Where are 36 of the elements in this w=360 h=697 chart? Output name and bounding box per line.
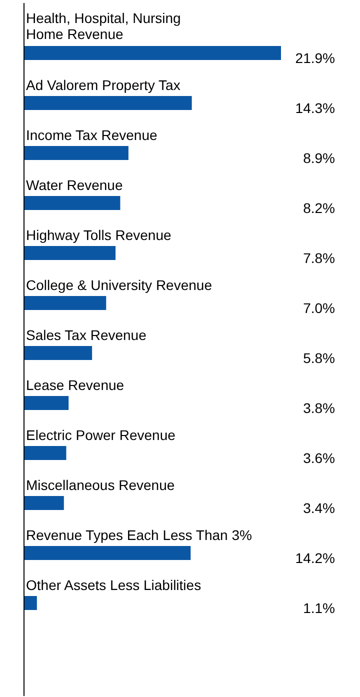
y-tick-label: Water Revenue <box>26 177 123 193</box>
y-tick-label: Highway Tolls Revenue <box>26 227 172 243</box>
y-tick-label: Electric Power Revenue <box>26 427 176 443</box>
y-tick-label: Income Tax Revenue <box>26 127 158 143</box>
y-tick-label: Ad Valorem Property Tax <box>26 77 180 93</box>
bar <box>24 46 281 60</box>
bar <box>24 296 106 310</box>
y-tick-label: Health, Hospital, Nursing Home Revenue <box>26 10 181 42</box>
y-tick-label: Lease Revenue <box>26 377 124 393</box>
data-label: 5.8% <box>303 350 335 366</box>
y-tick-label: Revenue Types Each Less Than 3% <box>26 527 252 543</box>
data-label: 21.9% <box>295 50 335 66</box>
data-label: 8.9% <box>303 150 335 166</box>
bar <box>24 396 69 410</box>
y-tick-label: College & University Revenue <box>26 277 212 293</box>
data-label: 3.4% <box>303 500 335 516</box>
bar <box>24 346 92 360</box>
data-label: 8.2% <box>303 200 335 216</box>
y-tick-label: Other Assets Less Liabilities <box>26 577 202 593</box>
bar <box>24 546 191 560</box>
bar <box>24 96 192 110</box>
data-label: 7.8% <box>303 250 335 266</box>
data-label: 1.1% <box>303 600 335 616</box>
bar <box>24 446 66 460</box>
data-label: 14.3% <box>295 100 335 116</box>
y-tick-label: Miscellaneous Revenue <box>26 477 175 493</box>
bar <box>24 246 116 260</box>
bar <box>24 496 64 510</box>
y-tick-label: Sales Tax Revenue <box>26 327 147 343</box>
bar <box>24 196 120 210</box>
data-label: 14.2% <box>295 550 335 566</box>
bar <box>24 146 128 160</box>
data-label: 7.0% <box>303 300 335 316</box>
data-label: 3.6% <box>303 450 335 466</box>
data-label: 3.8% <box>303 400 335 416</box>
bar <box>24 596 37 610</box>
